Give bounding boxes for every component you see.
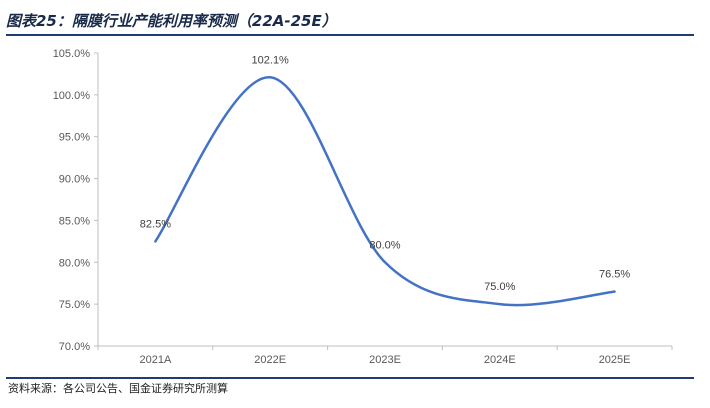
data-label: 80.0% — [369, 239, 400, 251]
y-tick-label: 95.0% — [59, 132, 90, 144]
source-note: 资料来源：各公司公告、国金证券研究所测算 — [8, 382, 228, 395]
data-labels: 82.5% 102.1% 80.0% 75.0% 76.5% — [140, 54, 631, 293]
y-axis-ticks: 70.0% 75.0% 80.0% 85.0% 90.0% 95.0% 100.0% 105.… — [53, 48, 98, 353]
y-tick-label: 90.0% — [59, 174, 90, 186]
chart-title: 图表25：隔膜行业产能利用率预测（22A-25E） — [6, 12, 337, 30]
chart-axes — [97, 53, 672, 347]
source-divider — [6, 377, 694, 379]
data-label: 76.5% — [599, 269, 630, 281]
data-label: 82.5% — [140, 218, 171, 230]
y-tick-label: 75.0% — [59, 299, 90, 311]
series-line — [154, 76, 616, 307]
title-divider — [6, 34, 694, 36]
series-group — [154, 76, 616, 307]
y-tick-label: 70.0% — [59, 341, 90, 353]
x-tick-label: 2022E — [254, 354, 286, 366]
data-label: 75.0% — [484, 281, 515, 293]
x-tick-label: 2021A — [139, 354, 171, 366]
x-axis-ticks: 2021A 2022E 2023E 2024E 2025E — [97, 346, 673, 366]
y-tick-label: 100.0% — [53, 90, 91, 102]
x-tick-label: 2023E — [369, 354, 401, 366]
y-tick-label: 105.0% — [53, 48, 91, 60]
data-label: 102.1% — [252, 54, 290, 66]
x-tick-label: 2025E — [599, 354, 631, 366]
y-tick-label: 80.0% — [59, 257, 90, 269]
y-tick-label: 85.0% — [59, 215, 90, 227]
x-tick-label: 2024E — [484, 354, 516, 366]
